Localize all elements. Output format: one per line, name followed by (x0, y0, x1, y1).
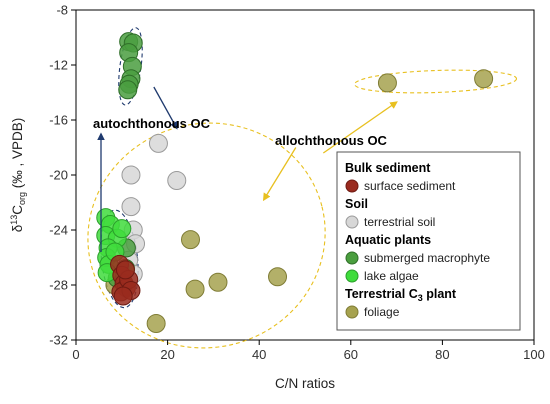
legend-group-title: Terrestrial C3 plant (345, 287, 457, 303)
x-tick-label: 60 (344, 347, 358, 362)
annotation-autochthonous: autochthonous OC (93, 116, 211, 131)
legend-marker-submerged-macrophyte (345, 251, 359, 265)
y-tick-label: -24 (49, 223, 68, 238)
point-surface-sediment (115, 260, 135, 280)
point-foliage (146, 314, 166, 333)
point-terrestrial-soil (121, 197, 141, 217)
legend-group-title: Aquatic plants (345, 233, 431, 247)
x-tick-label: 0 (72, 347, 79, 362)
arrow-allochthonous-main (262, 147, 297, 202)
axis-ticks: 0 20 40 60 80 100 -32 -28 -24 -20 -16 -12 -8 (49, 3, 545, 363)
y-tick-label: -16 (49, 113, 68, 128)
ellipse-allochthonous-top (354, 69, 518, 94)
y-tick-label: -20 (49, 168, 68, 183)
legend-marker-surface-sediment (345, 179, 359, 193)
x-axis-label: C/N ratios (275, 376, 335, 391)
x-tick-label: 20 (160, 347, 174, 362)
y-tick-label: -28 (49, 278, 68, 293)
legend-label: lake algae (364, 269, 419, 283)
point-foliage (268, 267, 288, 287)
point-foliage (185, 279, 205, 299)
arrow-to-top-ellipse (153, 86, 178, 130)
legend: Bulk sediment surface sediment Soil terrest… (336, 151, 521, 331)
arrow-allochthonous-top (322, 101, 398, 154)
point-surface-sediment (113, 286, 133, 306)
y-tick-label: -8 (56, 3, 68, 18)
point-submerged-macrophyte (118, 80, 138, 100)
point-foliage (474, 69, 494, 89)
annotation-allochthonous: allochthonous OC (275, 133, 388, 148)
point-foliage (181, 230, 200, 250)
legend-label: terrestrial soil (364, 215, 435, 229)
y-tick-label: -32 (49, 333, 68, 348)
y-tick-label: -12 (49, 58, 68, 73)
x-tick-label: 80 (435, 347, 449, 362)
x-tick-label: 40 (252, 347, 266, 362)
point-lake-algae (112, 219, 132, 239)
point-terrestrial-soil (148, 133, 168, 153)
legend-marker-foliage (345, 305, 359, 319)
point-foliage (208, 272, 228, 292)
data-points (96, 32, 494, 333)
annotation-arrows (97, 86, 398, 252)
legend-group-title: Soil (345, 197, 368, 211)
legend-label: surface sediment (364, 179, 456, 193)
point-foliage (377, 73, 397, 93)
point-terrestrial-soil (167, 171, 187, 190)
legend-label: foliage (364, 305, 400, 319)
x-tick-label: 100 (523, 347, 545, 362)
legend-group-title: Bulk sediment (345, 161, 431, 175)
legend-marker-lake-algae (345, 269, 359, 283)
point-terrestrial-soil (121, 165, 141, 185)
legend-marker-terrestrial-soil (345, 215, 359, 229)
y-axis-label: δ13Corg (‰ , VPDB) (9, 118, 27, 233)
legend-label: submerged macrophyte (364, 251, 490, 265)
legend-box (336, 151, 521, 331)
